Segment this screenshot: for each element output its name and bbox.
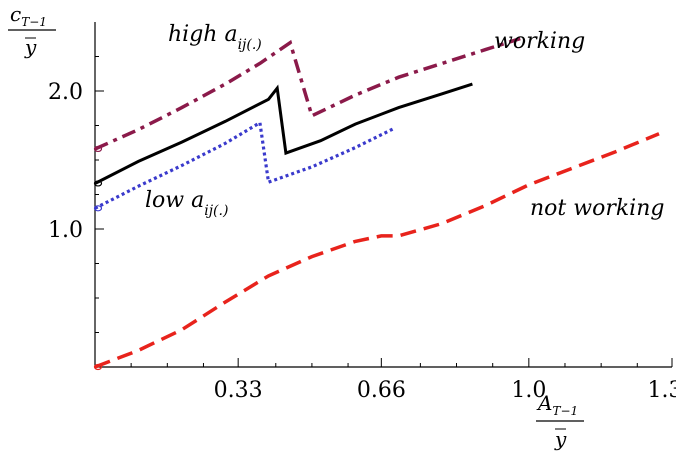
tick-labels: 0.33 0.66 1.0 1.33 1.0 2.0 [48, 80, 676, 403]
y-axis-title-denominator: y [24, 35, 37, 59]
series-start-marker-low [93, 205, 103, 212]
y-axis-title: cT−1 y [8, 2, 56, 59]
series-group [93, 36, 660, 371]
x-axis-title-numerator: AT−1 [536, 391, 578, 418]
series-line-mid [94, 82, 473, 185]
series-line-high [94, 36, 521, 151]
ticks [95, 56, 673, 367]
x-axis-title: AT−1 y [536, 391, 584, 451]
x-tick-label: 1.0 [511, 378, 546, 403]
annotations: high aij(.) low aij(.) working not worki… [145, 22, 664, 221]
x-tick-label: 0.33 [214, 378, 263, 403]
y-tick-label: 2.0 [48, 80, 83, 105]
series-line-notworking [94, 132, 660, 369]
series-start-marker-high [93, 145, 103, 153]
series-start-marker-mid [93, 180, 103, 187]
x-tick-label: 1.33 [648, 378, 676, 403]
y-tick-label: 1.0 [48, 218, 83, 243]
x-tick-label: 0.66 [357, 378, 406, 403]
x-axis-title-denominator: y [554, 427, 567, 451]
annotation-high-a: high aij(.) [168, 22, 262, 53]
series-start-marker-notworking [93, 363, 103, 371]
y-axis-title-numerator: cT−1 [10, 2, 47, 29]
annotation-not-working: not working [530, 196, 664, 221]
annotation-working: working [494, 29, 585, 54]
annotation-low-a: low aij(.) [145, 188, 228, 219]
series-line-low [94, 120, 396, 210]
